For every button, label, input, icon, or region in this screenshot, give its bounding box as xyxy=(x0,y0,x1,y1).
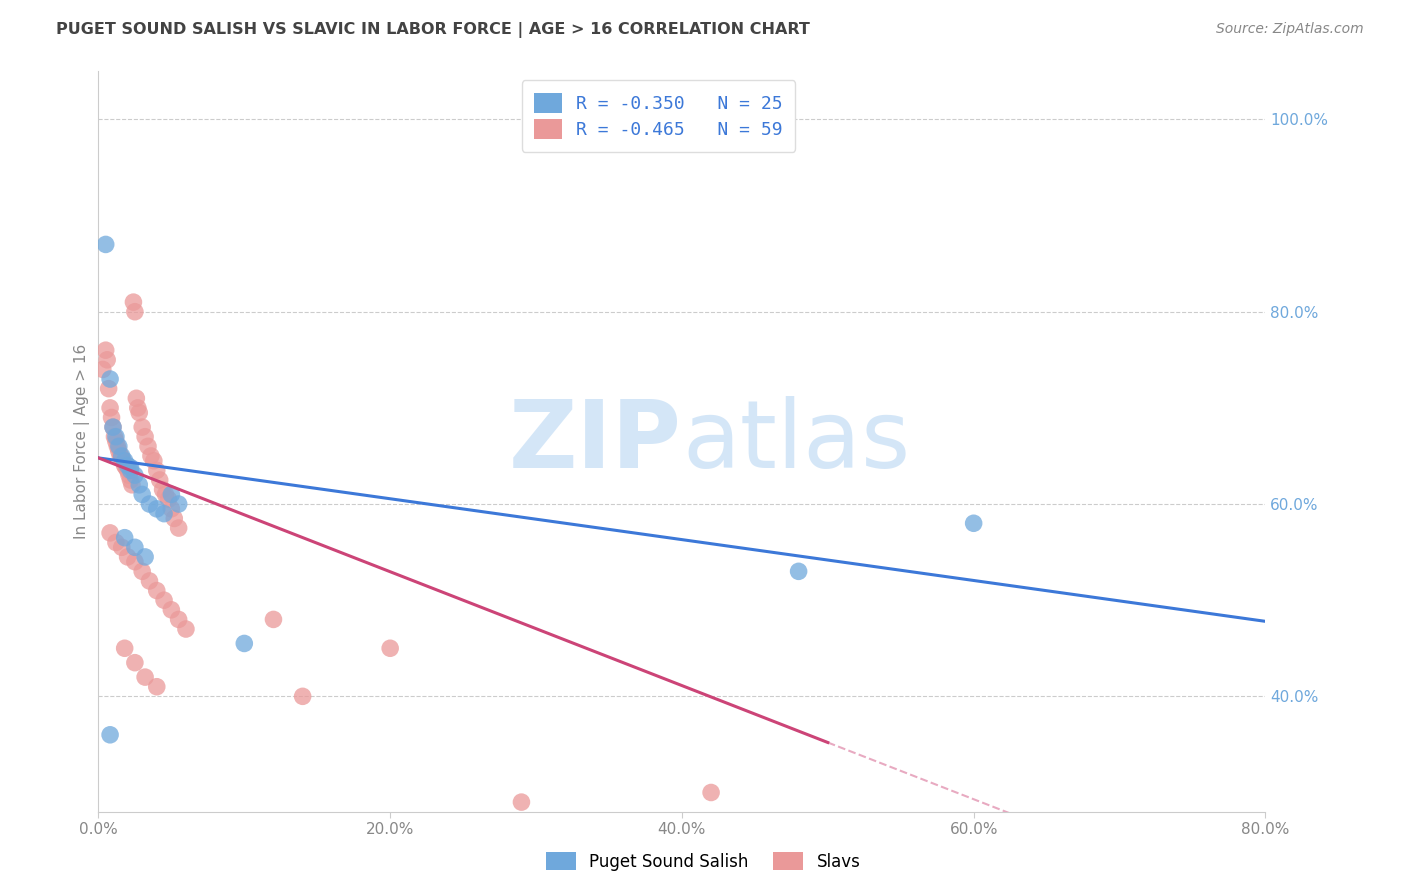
Point xyxy=(146,680,169,694)
Point xyxy=(128,478,150,492)
Point xyxy=(121,478,143,492)
Point xyxy=(124,304,146,318)
Text: Source: ZipAtlas.com: Source: ZipAtlas.com xyxy=(1216,22,1364,37)
Point xyxy=(139,449,162,463)
Point xyxy=(146,583,169,598)
Point xyxy=(115,460,138,475)
Point xyxy=(114,641,136,656)
Point xyxy=(155,487,177,501)
Point xyxy=(103,430,125,444)
Point xyxy=(124,541,146,555)
Point xyxy=(104,434,127,449)
Point xyxy=(127,401,149,415)
Point xyxy=(111,449,134,463)
Point xyxy=(117,549,139,564)
Text: PUGET SOUND SALISH VS SLAVIC IN LABOR FORCE | AGE > 16 CORRELATION CHART: PUGET SOUND SALISH VS SLAVIC IN LABOR FO… xyxy=(56,22,810,38)
Point xyxy=(100,410,122,425)
Point xyxy=(117,463,139,477)
Point xyxy=(378,641,402,656)
Point xyxy=(112,454,135,468)
Point xyxy=(787,565,810,579)
Point xyxy=(125,391,148,405)
Point xyxy=(94,237,117,252)
Point xyxy=(128,406,150,420)
Point xyxy=(108,439,131,453)
Point xyxy=(120,473,142,487)
Point xyxy=(124,555,146,569)
Point xyxy=(108,444,131,458)
Point xyxy=(114,454,136,468)
Point xyxy=(101,420,124,434)
Point xyxy=(124,656,146,670)
Point xyxy=(163,511,186,525)
Point xyxy=(142,454,165,468)
Point xyxy=(114,531,136,545)
Point xyxy=(91,362,114,376)
Point xyxy=(101,420,124,434)
Point xyxy=(146,501,169,516)
Point xyxy=(120,460,142,475)
Point xyxy=(291,690,314,704)
Y-axis label: In Labor Force | Age > 16: In Labor Force | Age > 16 xyxy=(75,344,90,539)
Point xyxy=(124,468,146,483)
Point xyxy=(114,458,136,473)
Point xyxy=(233,636,256,650)
Point xyxy=(700,785,723,799)
Point xyxy=(105,439,128,453)
Point xyxy=(131,487,153,501)
Legend: Puget Sound Salish, Slavs: Puget Sound Salish, Slavs xyxy=(537,844,869,880)
Point xyxy=(98,372,121,386)
Point xyxy=(98,401,121,415)
Point xyxy=(174,622,197,636)
Point xyxy=(111,450,134,465)
Point xyxy=(111,541,134,555)
Point xyxy=(160,603,183,617)
Point xyxy=(134,549,156,564)
Point xyxy=(152,483,174,497)
Point xyxy=(962,516,984,531)
Point xyxy=(134,430,156,444)
Text: atlas: atlas xyxy=(682,395,910,488)
Point xyxy=(98,525,121,540)
Point xyxy=(136,439,159,453)
Point xyxy=(138,574,160,588)
Point xyxy=(120,463,142,477)
Legend: R = -0.350   N = 25, R = -0.465   N = 59: R = -0.350 N = 25, R = -0.465 N = 59 xyxy=(522,80,796,152)
Point xyxy=(131,565,153,579)
Point xyxy=(262,612,284,626)
Point xyxy=(131,420,153,434)
Point xyxy=(96,352,118,367)
Point xyxy=(122,295,145,310)
Point xyxy=(510,795,533,809)
Point xyxy=(117,458,139,473)
Point xyxy=(153,593,176,607)
Point xyxy=(157,492,180,507)
Point xyxy=(153,507,176,521)
Point xyxy=(94,343,117,358)
Point xyxy=(134,670,156,684)
Text: ZIP: ZIP xyxy=(509,395,682,488)
Point xyxy=(110,449,132,463)
Point xyxy=(97,382,120,396)
Point xyxy=(167,612,190,626)
Point xyxy=(160,487,183,501)
Point xyxy=(118,468,141,483)
Point xyxy=(167,497,190,511)
Point xyxy=(167,521,190,535)
Point xyxy=(146,463,169,477)
Point xyxy=(138,497,160,511)
Point xyxy=(98,728,121,742)
Point xyxy=(149,473,172,487)
Point xyxy=(104,430,127,444)
Point xyxy=(104,535,127,549)
Point xyxy=(160,501,183,516)
